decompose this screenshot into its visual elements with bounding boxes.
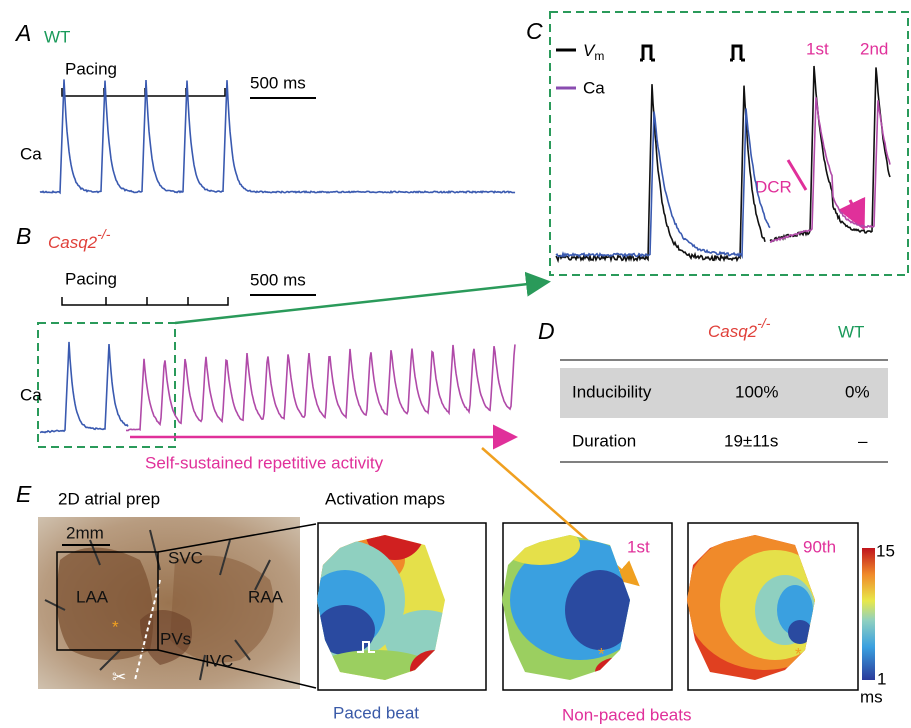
svg-text:*: * <box>112 617 119 636</box>
cell: 0% <box>845 382 870 401</box>
origin-marker: * <box>795 644 802 663</box>
trace <box>126 344 515 430</box>
panel-label: C <box>526 18 543 44</box>
panel-label: D <box>538 318 555 344</box>
beat-label: 2nd <box>860 39 888 58</box>
pacing-label: Pacing <box>65 269 117 288</box>
region: LAA <box>76 587 109 606</box>
genotype: Casq2-/- <box>48 226 111 253</box>
pacing-label: Pacing <box>65 59 117 78</box>
genotype-name: Casq2 <box>48 233 98 252</box>
column-header: WT <box>838 322 864 341</box>
prep-title: 2D atrial prep <box>58 489 160 508</box>
trace <box>40 342 128 433</box>
trace-label: Ca <box>20 144 42 163</box>
caption: Non-paced beats <box>562 705 691 724</box>
colorbar-min: 1 <box>877 669 886 688</box>
cell: Duration <box>572 431 636 450</box>
maps-title: Activation maps <box>325 489 445 508</box>
map-region <box>500 525 580 565</box>
trace <box>770 66 890 241</box>
cell: – <box>858 431 868 450</box>
map-region <box>410 650 460 690</box>
legend-entry: Ca <box>583 78 605 97</box>
region: RAA <box>248 587 284 606</box>
svg-text:✂: ✂ <box>112 667 126 686</box>
legend-entry: Vm <box>583 41 604 63</box>
activation-map <box>595 460 895 728</box>
map-region <box>315 605 375 655</box>
genotype-sup: -/- <box>97 226 111 242</box>
map-region <box>315 650 435 690</box>
panel-label: A <box>14 20 31 46</box>
region: SVC <box>168 548 203 567</box>
cell: 100% <box>735 382 778 401</box>
caption: Paced beat <box>333 703 419 722</box>
region: IVC <box>205 651 233 670</box>
header-text: Casq2 <box>708 322 758 341</box>
genotype: WT <box>44 27 70 46</box>
header-sup: -/- <box>757 315 771 331</box>
panel-label: E <box>16 481 32 507</box>
region: PVs <box>160 629 191 648</box>
annotation: DCR <box>755 177 792 196</box>
map-region <box>565 570 635 650</box>
cell: 19±11s <box>724 431 778 450</box>
legend-sub: m <box>594 49 604 63</box>
scale-label: 500 ms <box>250 73 306 92</box>
cell: Inducibility <box>572 382 652 401</box>
trace-label: Ca <box>20 385 42 404</box>
beat-label: 1st <box>806 39 829 58</box>
annotation: Self-sustained repetitive activity <box>145 453 384 472</box>
trace <box>556 109 770 257</box>
trace <box>556 84 765 260</box>
scale-label: 500 ms <box>250 270 306 289</box>
map-label: 1st <box>627 537 650 556</box>
colorbar-unit: ms <box>860 687 883 706</box>
scale-label: 2mm <box>66 523 104 542</box>
map-label: 90th <box>803 537 836 556</box>
origin-marker: * <box>598 644 605 663</box>
activation-map <box>410 460 710 728</box>
map-region <box>788 620 812 644</box>
panel-label: B <box>16 223 31 249</box>
column-header: Casq2-/- <box>708 315 771 342</box>
colorbar-max: 15 <box>876 541 895 560</box>
